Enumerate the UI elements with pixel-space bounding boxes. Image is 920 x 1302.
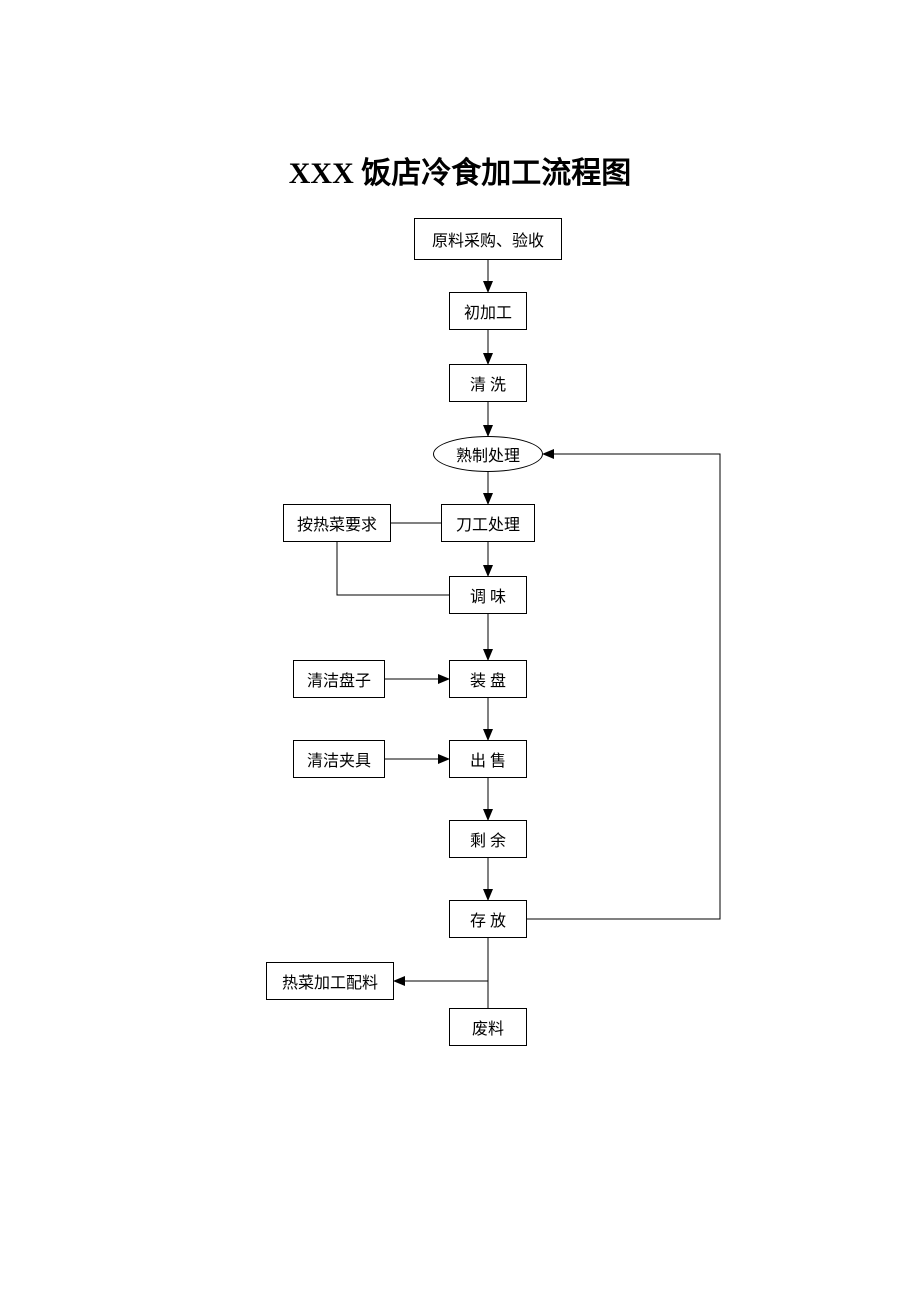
flow-node-n5: 刀工处理 xyxy=(441,504,535,542)
flow-node-n3: 清 洗 xyxy=(449,364,527,402)
flowchart-connectors xyxy=(0,0,920,1302)
page-title: XXX 饭店冷食加工流程图 xyxy=(0,148,920,192)
flow-node-n8: 出 售 xyxy=(449,740,527,778)
flow-node-s2: 清洁盘子 xyxy=(293,660,385,698)
flow-node-n2: 初加工 xyxy=(449,292,527,330)
flow-node-n11: 废料 xyxy=(449,1008,527,1046)
flow-node-s1: 按热菜要求 xyxy=(283,504,391,542)
flow-node-n7: 装 盘 xyxy=(449,660,527,698)
flow-node-n1: 原料采购、验收 xyxy=(414,218,562,260)
flow-node-n9: 剩 余 xyxy=(449,820,527,858)
flow-node-n10: 存 放 xyxy=(449,900,527,938)
flow-node-n4: 熟制处理 xyxy=(433,436,543,472)
flow-node-n6: 调 味 xyxy=(449,576,527,614)
flow-node-s3: 清洁夹具 xyxy=(293,740,385,778)
flow-node-s4: 热菜加工配料 xyxy=(266,962,394,1000)
